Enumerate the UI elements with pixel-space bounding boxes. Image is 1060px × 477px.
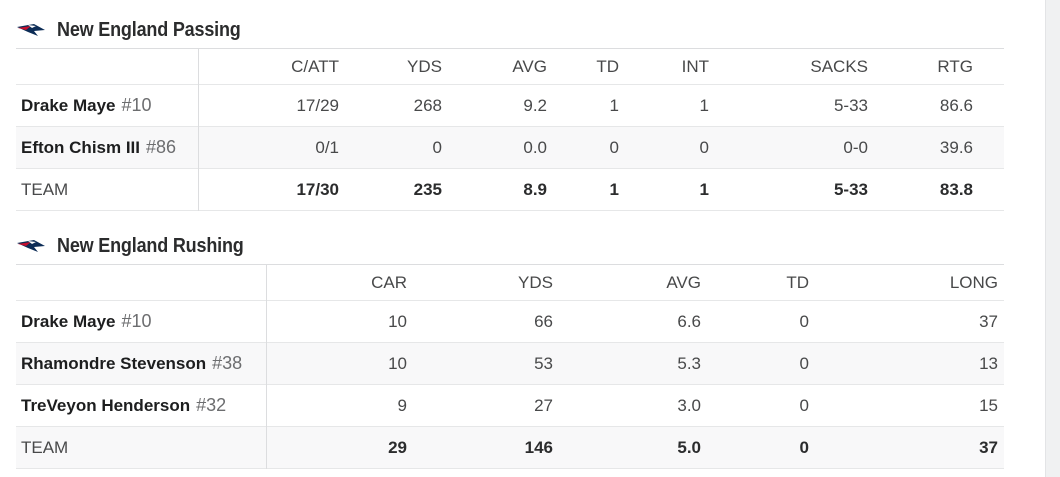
passing-header-row: C/ATT YDS AVG TD INT SACKS RTG <box>16 48 1004 85</box>
rushing-header-row: CAR YDS AVG TD LONG <box>16 264 1004 301</box>
stat-cell: 5.0 <box>677 437 701 457</box>
passing-col-catt: C/ATT <box>198 48 339 85</box>
stat-cell: 5.3 <box>677 353 701 373</box>
player-name-link[interactable]: Efton Chism III <box>21 138 140 157</box>
stat-cell: 0-0 <box>843 137 868 157</box>
stat-cell: 8.9 <box>523 179 547 199</box>
stat-cell: 6.6 <box>677 311 701 331</box>
stat-cell: 146 <box>524 437 553 457</box>
scrollbar[interactable] <box>1045 0 1060 477</box>
table-row: Efton Chism III #86 0/1 0 0.0 0 0 0-0 39.… <box>16 126 1004 169</box>
patriots-logo-icon <box>17 240 45 252</box>
stat-cell: 10 <box>388 311 407 331</box>
passing-table: C/ATT YDS AVG TD INT SACKS RTG Drake May… <box>16 48 1004 211</box>
team-label: TEAM <box>16 168 199 211</box>
player-name-link[interactable]: Drake Maye <box>21 96 116 115</box>
player-number: #86 <box>146 137 177 157</box>
table-row: TreVeyon Henderson #32 9 27 3.0 0 15 <box>16 384 1004 427</box>
rushing-table: CAR YDS AVG TD LONG Drake Maye #10 10 66 … <box>16 264 1004 469</box>
stat-cell: 37 <box>979 311 998 331</box>
team-total-row: TEAM 17/30 235 8.9 1 1 5-33 83.8 <box>16 168 1004 211</box>
rushing-col-car: CAR <box>266 264 407 301</box>
rushing-col-avg: AVG <box>553 264 701 301</box>
stat-cell: 83.8 <box>939 179 973 199</box>
rushing-col-name <box>16 264 267 301</box>
stat-cell: 13 <box>979 353 998 373</box>
passing-col-sacks: SACKS <box>709 48 868 85</box>
stat-cell: 0/1 <box>315 137 339 157</box>
passing-col-yds: YDS <box>339 48 442 85</box>
passing-col-int: INT <box>619 48 709 85</box>
table-row: Drake Maye #10 10 66 6.6 0 37 <box>16 300 1004 343</box>
stat-cell: 53 <box>534 353 553 373</box>
rushing-header: New England Rushing <box>16 228 1004 264</box>
rushing-title: New England Rushing <box>57 234 244 257</box>
stat-cell: 0 <box>799 395 809 415</box>
player-cell: TreVeyon Henderson #32 <box>16 384 267 427</box>
stat-cell: 1 <box>609 95 619 115</box>
stat-cell: 5-33 <box>833 95 868 115</box>
player-number: #10 <box>121 311 152 331</box>
passing-col-td: TD <box>547 48 619 85</box>
player-cell: Efton Chism III #86 <box>16 126 199 169</box>
passing-col-name <box>16 48 199 85</box>
stat-cell: 0 <box>609 137 619 157</box>
passing-col-avg: AVG <box>442 48 547 85</box>
passing-section: New England Passing C/ATT YDS AVG TD INT… <box>16 12 1004 211</box>
stat-cell: 17/29 <box>296 95 339 115</box>
passing-title: New England Passing <box>57 18 241 41</box>
passing-header: New England Passing <box>16 12 1004 48</box>
player-name-link[interactable]: Drake Maye <box>21 312 116 331</box>
team-label: TEAM <box>16 426 267 469</box>
rushing-col-long: LONG <box>809 264 1004 301</box>
player-name-link[interactable]: TreVeyon Henderson <box>21 396 191 415</box>
stat-cell: 15 <box>979 395 998 415</box>
stat-cell: 17/30 <box>296 179 339 199</box>
stat-cell: 1 <box>609 179 619 199</box>
stat-cell: 268 <box>413 95 442 115</box>
stat-cell: 0 <box>699 137 709 157</box>
stat-cell: 0 <box>799 437 809 457</box>
stat-cell: 9.2 <box>523 95 547 115</box>
stat-cell: 9 <box>397 395 407 415</box>
stat-cell: 27 <box>534 395 553 415</box>
player-number: #32 <box>196 395 227 415</box>
rushing-col-td: TD <box>701 264 809 301</box>
stat-cell: 0 <box>799 311 809 331</box>
stat-cell: 1 <box>699 179 709 199</box>
player-cell: Drake Maye #10 <box>16 300 267 343</box>
player-number: #38 <box>212 353 243 373</box>
team-total-row: TEAM 29 146 5.0 0 37 <box>16 426 1004 469</box>
player-number: #10 <box>121 95 152 115</box>
stat-cell: 5-33 <box>833 179 868 199</box>
patriots-logo-icon <box>17 24 45 36</box>
stat-cell: 0.0 <box>523 137 547 157</box>
stat-cell: 1 <box>699 95 709 115</box>
stat-cell: 37 <box>979 437 998 457</box>
player-cell: Rhamondre Stevenson #38 <box>16 342 267 385</box>
stat-cell: 3.0 <box>677 395 701 415</box>
stat-cell: 0 <box>432 137 442 157</box>
player-cell: Drake Maye #10 <box>16 84 199 127</box>
stat-cell: 86.6 <box>939 95 973 115</box>
stat-cell: 235 <box>413 179 442 199</box>
stat-cell: 10 <box>388 353 407 373</box>
rushing-section: New England Rushing CAR YDS AVG TD LONG … <box>16 228 1004 469</box>
player-name-link[interactable]: Rhamondre Stevenson <box>21 354 207 373</box>
stat-cell: 66 <box>534 311 553 331</box>
table-row: Drake Maye #10 17/29 268 9.2 1 1 5-33 86.… <box>16 84 1004 127</box>
stat-cell: 39.6 <box>939 137 973 157</box>
stat-cell: 29 <box>388 437 407 457</box>
table-row: Rhamondre Stevenson #38 10 53 5.3 0 13 <box>16 342 1004 385</box>
rushing-col-yds: YDS <box>407 264 553 301</box>
passing-col-rtg: RTG <box>868 48 1004 85</box>
stat-cell: 0 <box>799 353 809 373</box>
